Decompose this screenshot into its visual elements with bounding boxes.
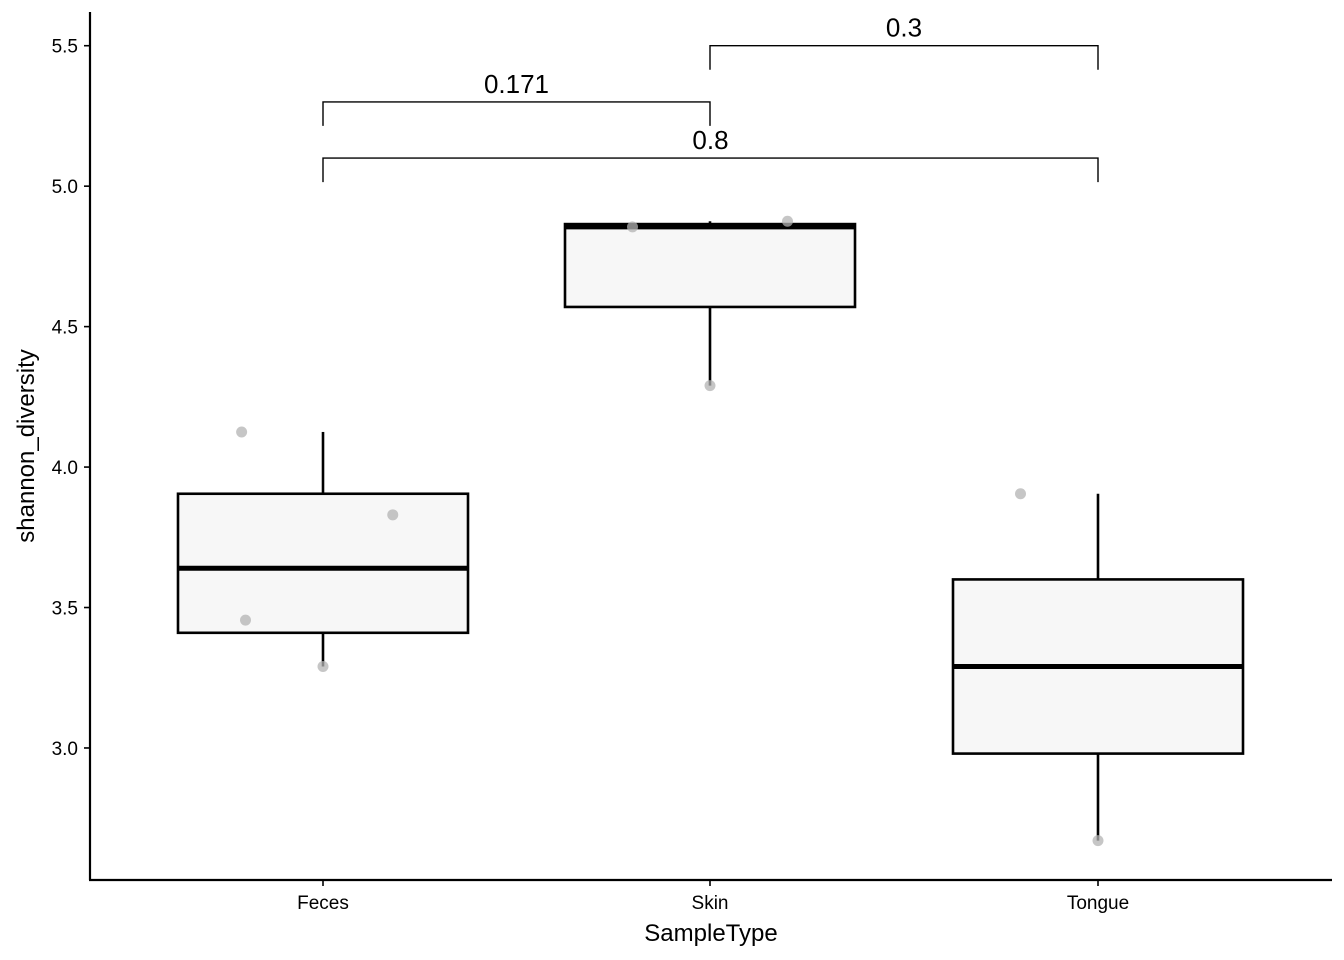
whiskers [321, 221, 1100, 841]
x-axis-title: SampleType [644, 920, 777, 947]
data-point-skin [704, 380, 716, 392]
x-tick-label-skin: Skin [692, 893, 729, 914]
bracket-skin-tongue [709, 45, 1099, 70]
y-tick-label: 3.5 [52, 599, 78, 620]
data-point-feces [317, 661, 329, 673]
x-axis-ticks: Feces Skin Tongue [297, 880, 1129, 914]
y-axis-title: shannon_diversity [13, 349, 40, 542]
data-point-feces [240, 614, 251, 626]
y-tick-label: 5.5 [52, 37, 78, 58]
data-point-feces [236, 426, 248, 438]
data-point-skin [782, 215, 793, 227]
data-point-tongue [1092, 835, 1104, 847]
data-point-feces [387, 509, 399, 521]
y-tick-label: 4.0 [52, 458, 78, 479]
boxes [176, 222, 1245, 755]
p-value-label-feces-tongue: 0.8 [692, 125, 728, 155]
y-tick-label: 5.0 [52, 177, 78, 198]
data-points [236, 215, 1104, 847]
bracket-feces-tongue [322, 157, 1099, 183]
p-value-label-skin-tongue: 0.3 [886, 13, 922, 43]
box-skin [563, 222, 857, 309]
y-axis-ticks: 3.0 3.5 4.0 4.5 5.0 5.5 [52, 37, 90, 760]
data-point-skin [627, 221, 638, 233]
p-value-label-feces-skin: 0.171 [484, 69, 549, 99]
comparison-brackets: 0.171 0.3 0.8 [322, 13, 1099, 183]
bracket-feces-skin [322, 101, 711, 126]
x-tick-label-tongue: Tongue [1067, 893, 1129, 914]
y-tick-label: 4.5 [52, 318, 78, 339]
box-feces [176, 492, 470, 635]
x-tick-label-feces: Feces [297, 893, 349, 914]
data-point-tongue [1015, 488, 1026, 500]
y-tick-label: 3.0 [52, 739, 78, 760]
